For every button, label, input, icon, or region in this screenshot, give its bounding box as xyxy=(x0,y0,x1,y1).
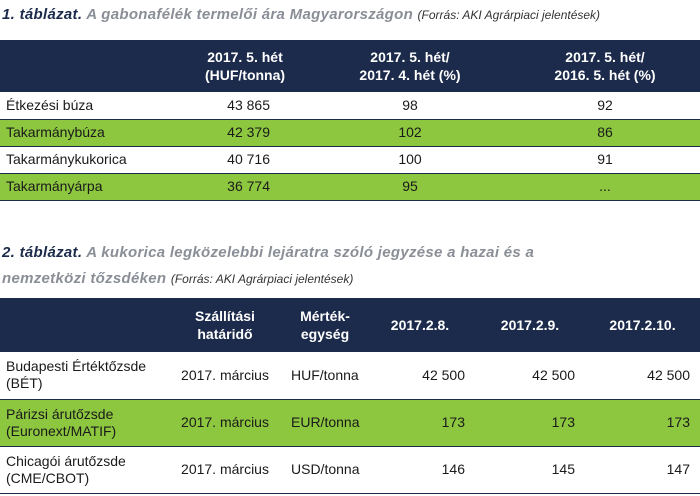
table-cell: 40 716 xyxy=(227,151,270,167)
table-cell: 147 xyxy=(666,461,690,477)
table-row: Chicagói árutőzsde (CME/CBOT) 2017. márci… xyxy=(0,446,700,493)
table-cell: 42 500 xyxy=(647,366,690,383)
header-cell: 2017.2.9. xyxy=(475,298,585,352)
table-cell: 100 xyxy=(398,151,422,167)
header-cell: 2017.2.8. xyxy=(365,298,475,352)
caption-label: 2. táblázat. xyxy=(2,244,83,261)
table-cell: HUF/tonna xyxy=(291,366,359,383)
table-cell: 86 xyxy=(510,119,700,146)
header-line: Mérték- xyxy=(300,308,350,324)
header-cell xyxy=(0,40,180,92)
caption: 1. táblázat. A gabonafélék termelői ára … xyxy=(2,2,700,28)
caption: 2. táblázat. A kukorica legközelebbi lej… xyxy=(2,240,602,292)
header-cell: Mérték-egység xyxy=(285,298,365,352)
header-row: Szállítási határidő Mérték-egység 2017.2.8.… xyxy=(0,298,700,352)
header-cell: 2017.2.10. xyxy=(585,298,700,352)
table-cell: 2017. március xyxy=(181,366,269,383)
table-cell: Párizsi árutőzsde (Euronext/MATIF) xyxy=(0,399,165,446)
table-header: 2017. 5. hét (HUF/tonna) 2017. 5. hét/2017… xyxy=(0,40,700,92)
table-cell: 173 xyxy=(585,399,700,446)
table-row: Takarmányárpa 36 774 95... xyxy=(0,173,700,200)
table-cell: Chicagói árutőzsde (CME/CBOT) xyxy=(6,452,126,486)
table-row: Takarmánykukorica 40 716 100 91 xyxy=(0,146,700,173)
table-cell: 91 xyxy=(597,151,613,167)
table-cell: 42 500 xyxy=(532,366,575,383)
header-cell: 2017. 5. hét/2017. 4. hét (%) xyxy=(310,40,510,92)
header-line: (HUF/tonna) xyxy=(204,67,286,83)
table: 2017. 5. hét (HUF/tonna) 2017. 5. hét/2017… xyxy=(0,40,700,201)
table-cell: 2017. március xyxy=(165,399,285,446)
table-row: Étkezési búza 43 865 98 92 xyxy=(0,92,700,119)
header-line: Szállítási xyxy=(195,308,255,324)
caption-title: A kukorica legközelebbi lejáratra szóló … xyxy=(2,244,535,287)
table-cell: 42 500 xyxy=(422,366,465,383)
header-line: 2017. 5. hét/ xyxy=(565,49,645,65)
table-cell: Takarmánykukorica xyxy=(6,151,127,167)
header-row: 2017. 5. hét (HUF/tonna) 2017. 5. hét/2017… xyxy=(0,40,700,92)
table-cell: 43 865 xyxy=(227,96,270,113)
header-cell: 2017. 5. hét (HUF/tonna) xyxy=(180,40,310,92)
table-cell: 2017. március xyxy=(181,461,269,477)
header-line: 2017.2.8. xyxy=(390,317,450,333)
table-cell: 102 xyxy=(310,119,510,146)
table-cell: Budapesti Értéktőzsde (BÉT) xyxy=(6,358,147,392)
table-cell: 173 xyxy=(365,399,475,446)
table-cell: 42 379 xyxy=(180,119,310,146)
table-cell: USD/tonna xyxy=(291,461,360,477)
table-cell: 95 xyxy=(310,173,510,200)
table-body: Étkezési búza 43 865 98 92 Takarmánybúza 42 3… xyxy=(0,92,700,200)
caption-title: A gabonafélék termelői ára Magyarországo… xyxy=(86,6,414,23)
table-row: Párizsi árutőzsde (Euronext/MATIF) 2017. … xyxy=(0,399,700,446)
table-cell: Takarmányárpa xyxy=(0,173,180,200)
table-cell: 98 xyxy=(402,96,418,113)
header-cell: 2017. 5. hét/2016. 5. hét (%) xyxy=(510,40,700,92)
caption-source: (Forrás: AKI Agrárpiaci jelentések) xyxy=(417,8,601,22)
table: Szállítási határidő Mérték-egység 2017.2.8.… xyxy=(0,298,700,494)
table-cell: 173 xyxy=(475,399,585,446)
header-cell xyxy=(0,298,165,352)
table-cell: Étkezési búza xyxy=(6,96,94,113)
caption-label: 1. táblázat. xyxy=(2,6,83,23)
table-header: Szállítási határidő Mérték-egység 2017.2.8.… xyxy=(0,298,700,352)
table-cell: 36 774 xyxy=(180,173,310,200)
table-body: Budapesti Értéktőzsde (BÉT) 2017. március… xyxy=(0,352,700,493)
caption-source: (Forrás: AKI Agrárpiaci jelentések) xyxy=(170,272,354,286)
header-line: 2017.2.10. xyxy=(609,317,676,333)
table-cell: 92 xyxy=(597,96,613,113)
table-cell: ... xyxy=(510,173,700,200)
header-line: 2017. 5. hét xyxy=(207,49,283,65)
header-line: 2017. 5. hét/ xyxy=(370,49,450,65)
table-row: Takarmánybúza 42 379 102 86 xyxy=(0,119,700,146)
table-cell: 146 xyxy=(441,461,465,477)
header-line: 2017.2.9. xyxy=(500,317,560,333)
table-row: Budapesti Értéktőzsde (BÉT) 2017. március… xyxy=(0,352,700,399)
table-cell: Takarmánybúza xyxy=(0,119,180,146)
header-line: határidő xyxy=(197,326,253,342)
header-cell: Szállítási határidő xyxy=(165,298,285,352)
header-line: 2017. 4. hét (%) xyxy=(359,67,461,83)
header-line: egység xyxy=(300,326,350,342)
table-cell: EUR/tonna xyxy=(285,399,365,446)
header-line: 2016. 5. hét (%) xyxy=(554,67,656,83)
table-cell: 145 xyxy=(551,461,575,477)
